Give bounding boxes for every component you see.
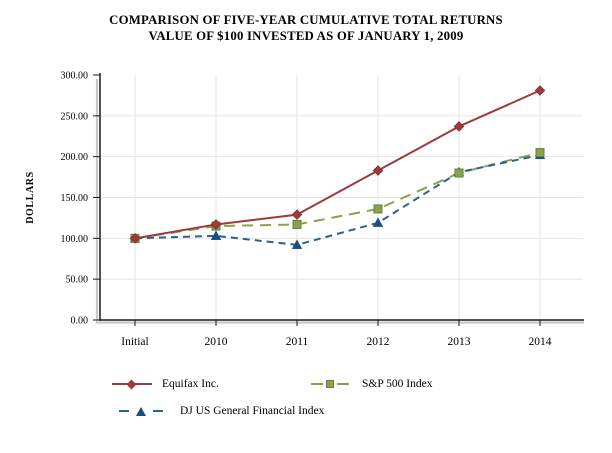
y-axis-title: DOLLARS <box>25 171 36 224</box>
series-0-point-2013 <box>453 121 465 132</box>
series-2-point-2011 <box>291 239 303 249</box>
series-1-point-2012 <box>373 204 383 214</box>
y-axis-tick-label: 150.00 <box>61 193 89 204</box>
axis-shadow <box>95 79 584 324</box>
x-axis-tick-label: Initial <box>121 336 148 348</box>
triangle-marker-icon <box>136 406 146 416</box>
x-axis-tick-label: 2012 <box>367 336 390 348</box>
series-line-1 <box>134 151 541 240</box>
legend-swatch-equifax-line-icon <box>112 379 152 389</box>
legend-dash-segment <box>337 383 349 385</box>
legend-item-dj-us-general-financial: DJ US General Financial Index <box>112 404 324 418</box>
series-1-point-2013 <box>454 168 464 178</box>
series-line-0 <box>134 89 541 240</box>
y-axis-tick-label: 0.00 <box>71 316 89 327</box>
y-axis-tick-label: 300.00 <box>61 71 89 82</box>
legend-label-equifax: Equifax Inc. <box>162 378 219 390</box>
legend-label-dj-us-general-financial: DJ US General Financial Index <box>180 405 325 417</box>
series-0-point-2011 <box>291 209 303 220</box>
chart-title-line2: VALUE OF $100 INVESTED AS OF JANUARY 1, … <box>148 28 464 43</box>
series-line-2 <box>134 154 541 246</box>
legend-dash-segment <box>153 410 163 412</box>
legend-label-sp500: S&P 500 Index <box>362 378 433 390</box>
chart-title: COMPARISON OF FIVE-YEAR CUMULATIVE TOTAL… <box>0 13 612 44</box>
legend-swatch-dj-line-icon <box>112 406 170 416</box>
series-1-point-2014 <box>535 148 545 158</box>
y-axis-tick-label: 100.00 <box>61 234 89 245</box>
diamond-marker-icon <box>126 379 137 389</box>
square-marker-icon <box>326 380 334 388</box>
legend-swatch-sp500-line-icon <box>308 380 352 388</box>
series-2-point-2012 <box>372 217 384 227</box>
legend-item-sp500: S&P 500 Index <box>308 377 433 391</box>
x-axis-tick-label: 2011 <box>286 336 309 348</box>
legend-dash-segment <box>119 410 129 412</box>
series-0-point-2010 <box>210 219 222 230</box>
series-0-point-2012 <box>372 165 384 176</box>
y-axis-tick-label: 200.00 <box>61 152 89 163</box>
y-axis-tick-label: 250.00 <box>61 111 89 122</box>
series-0-point-2014 <box>534 85 546 96</box>
legend-item-equifax: Equifax Inc. <box>112 377 219 391</box>
legend-dash-segment <box>311 383 323 385</box>
series-1-point-2011 <box>292 219 302 229</box>
x-axis-tick-label: 2014 <box>529 336 552 348</box>
chart-title-line1: COMPARISON OF FIVE-YEAR CUMULATIVE TOTAL… <box>109 13 503 27</box>
series-0-point-Initial <box>129 233 141 244</box>
y-axis-tick-label: 50.00 <box>66 275 89 286</box>
x-axis-tick-label: 2013 <box>448 336 471 348</box>
x-axis-tick-label: 2010 <box>205 336 228 348</box>
series-2-point-2010 <box>210 230 222 240</box>
cumulative-total-returns-line-chart: 0.00 50.00 100.00 150.00 200.00 250.00 300.00 I… <box>25 71 584 348</box>
